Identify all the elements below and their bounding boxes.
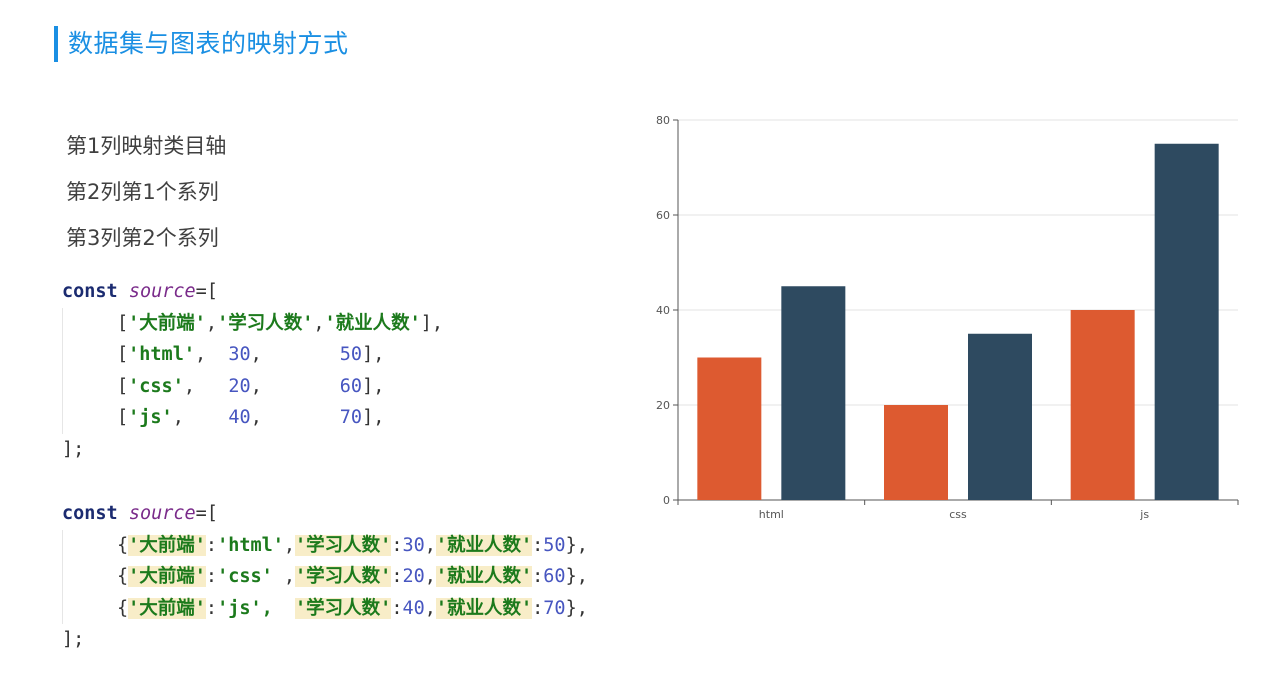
code-block-array: const source=[ ['大前端','学习人数','就业人数'], ['…: [62, 276, 443, 465]
bullet-item: 第3列第2个系列: [66, 226, 219, 250]
bar-css-series2: [968, 333, 1032, 500]
bullet-list: 第1列映射类目轴 第2列第1个系列 第3列第2个系列: [66, 128, 226, 266]
code-string-highlight: '大前端': [128, 597, 206, 619]
code-number: 30: [402, 534, 425, 556]
x-tick-label: css: [949, 508, 967, 521]
code-number: 60: [339, 375, 363, 397]
bar-js-series1: [1070, 310, 1135, 500]
code-block-objects: const source=[ {'大前端':'html','学习人数':30,'…: [62, 498, 588, 656]
code-number: 50: [543, 534, 566, 556]
code-line: {'大前端':'js', '学习人数':40,'就业人数':70},: [62, 592, 588, 624]
bar-css-series1: [884, 405, 948, 500]
code-number: 60: [543, 566, 566, 587]
code-string: '大前端': [128, 312, 206, 334]
y-tick-label: 0: [663, 494, 670, 507]
code-keyword: const: [62, 281, 118, 302]
code-number: 30: [228, 344, 251, 365]
code-line: {'大前端':'css' ,'学习人数':20,'就业人数':60},: [62, 561, 588, 593]
code-string: 'css': [217, 566, 284, 587]
code-variable: source: [128, 281, 196, 302]
bullet-item: 第2列第1个系列: [66, 180, 219, 204]
code-string: 'js',: [217, 597, 296, 619]
code-variable: source: [128, 503, 196, 524]
code-line: ['css', 20, 60],: [62, 370, 443, 402]
code-string-highlight: '就业人数': [435, 534, 533, 556]
code-string: 'html': [128, 344, 195, 365]
code-string-highlight: '大前端': [128, 566, 206, 587]
code-line: {'大前端':'html','学习人数':30,'就业人数':50},: [62, 529, 588, 561]
code-number: 40: [228, 407, 251, 428]
code-string: 'js': [128, 407, 173, 428]
code-string-highlight: '学习人数': [295, 534, 392, 556]
y-tick-label: 60: [656, 209, 670, 222]
code-string-highlight: '就业人数': [435, 597, 533, 619]
bullet-item: 第1列映射类目轴: [66, 134, 227, 158]
code-number: 40: [402, 597, 425, 619]
y-tick-label: 40: [656, 304, 670, 317]
code-string-highlight: '大前端': [128, 534, 206, 556]
bar-html-series2: [781, 286, 846, 500]
code-line: ['html', 30, 50],: [62, 339, 443, 371]
code-number: 20: [402, 566, 425, 587]
code-string: '学习人数': [217, 312, 314, 334]
code-number: 20: [228, 375, 251, 397]
code-string-highlight: '学习人数': [295, 566, 392, 587]
code-line: const source=[: [62, 281, 218, 302]
code-line: ];: [62, 629, 85, 650]
x-tick-label: js: [1139, 508, 1149, 521]
bar-chart: 0 20 40 60 80 html css js: [656, 114, 1239, 521]
code-string: 'css': [128, 375, 184, 397]
y-tick-label: 20: [656, 399, 670, 412]
code-number: 70: [543, 597, 566, 619]
bar-html-series1: [697, 357, 762, 500]
bar-js-series2: [1154, 143, 1219, 500]
slide-title: 数据集与图表的映射方式: [68, 29, 349, 58]
title-accent-bar: [54, 26, 58, 62]
x-tick-label: html: [759, 508, 784, 521]
code-string: 'html': [217, 534, 284, 556]
code-line: const source=[: [62, 503, 218, 524]
code-string-highlight: '就业人数': [435, 566, 533, 587]
y-tick-label: 80: [656, 114, 670, 127]
code-number: 70: [339, 407, 363, 428]
code-number: 50: [339, 344, 363, 365]
code-line: ['大前端','学习人数','就业人数'],: [62, 307, 443, 339]
code-line: ];: [62, 438, 85, 460]
code-line: ['js', 40, 70],: [62, 402, 443, 434]
code-string: '就业人数': [324, 312, 421, 334]
code-keyword: const: [62, 503, 118, 524]
code-string-highlight: '学习人数': [295, 597, 392, 619]
